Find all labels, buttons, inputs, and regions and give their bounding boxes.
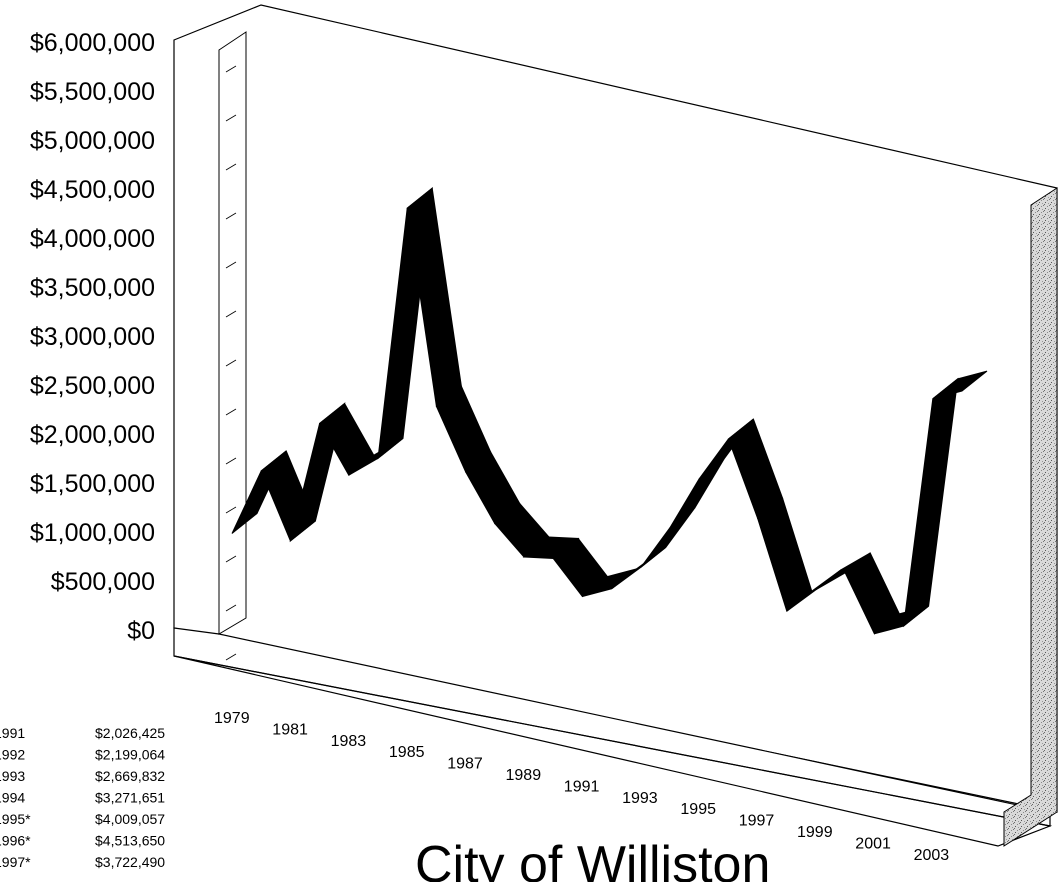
left-pillar bbox=[218, 31, 247, 635]
table-amount: $4,009,057 bbox=[95, 811, 165, 827]
chart-title: City of Williston bbox=[415, 836, 770, 882]
x-tick-label: 1987 bbox=[447, 756, 483, 773]
x-tick-label: 1979 bbox=[214, 710, 250, 727]
y-tick-label: $2,500,000 bbox=[30, 372, 155, 400]
table-year: 1992 bbox=[0, 747, 25, 763]
y-tick-mark bbox=[225, 114, 237, 122]
y-tick-mark bbox=[225, 163, 237, 171]
y-tick-label: $6,000,000 bbox=[30, 29, 155, 57]
x-tick-label: 1993 bbox=[622, 790, 658, 807]
y-tick-mark bbox=[225, 506, 237, 514]
y-tick-mark bbox=[225, 604, 237, 612]
table-amount: $4,513,650 bbox=[95, 833, 165, 849]
y-tick-label: $1,500,000 bbox=[30, 470, 155, 498]
table-amount: $2,669,832 bbox=[95, 768, 165, 784]
y-tick-label: $5,000,000 bbox=[30, 127, 155, 155]
x-tick-label: 1985 bbox=[389, 744, 425, 761]
y-tick-label: $3,500,000 bbox=[30, 274, 155, 302]
y-tick-label: $5,500,000 bbox=[30, 78, 155, 106]
floor-front-edge bbox=[173, 655, 1053, 847]
x-tick-label: 1991 bbox=[564, 778, 600, 795]
y-tick-mark bbox=[225, 457, 237, 465]
y-tick-label: $0 bbox=[127, 617, 155, 645]
x-tick-label: 1997 bbox=[739, 813, 775, 830]
series-ribbon bbox=[231, 187, 988, 635]
table-year: 1994 bbox=[0, 790, 25, 806]
y-tick-label: $1,000,000 bbox=[30, 519, 155, 547]
y-axis: $6,000,000 $5,500,000 $5,000,000 $4,500,000… bbox=[30, 29, 237, 661]
data-table: 1991 $2,026,425 1992 $2,199,064 1993 $2,669,8… bbox=[0, 725, 165, 870]
y-tick-mark bbox=[225, 653, 237, 661]
x-tick-label: 1989 bbox=[506, 767, 542, 784]
table-amount: $3,722,490 bbox=[95, 854, 165, 870]
y-tick-label: $3,000,000 bbox=[30, 323, 155, 351]
y-tick-mark bbox=[225, 212, 237, 220]
series-segment bbox=[932, 370, 988, 400]
y-tick-mark bbox=[225, 359, 237, 367]
y-tick-label: $4,500,000 bbox=[30, 176, 155, 204]
back-wall bbox=[173, 4, 1058, 813]
table-year: 1993 bbox=[0, 768, 25, 784]
right-side-wall bbox=[1003, 187, 1058, 847]
x-tick-label: 2003 bbox=[914, 847, 950, 864]
x-tick-label: 1981 bbox=[272, 721, 308, 738]
table-amount: $2,199,064 bbox=[95, 747, 165, 763]
y-tick-label: $2,000,000 bbox=[30, 421, 155, 449]
y-tick-label: $500,000 bbox=[51, 568, 155, 596]
y-tick-mark bbox=[225, 65, 237, 73]
x-tick-label: 1995 bbox=[680, 801, 716, 818]
table-amount: $3,271,651 bbox=[95, 790, 165, 806]
x-tick-label: 1999 bbox=[797, 824, 833, 841]
table-year: 1997* bbox=[0, 854, 31, 870]
x-tick-label: 1983 bbox=[331, 733, 367, 750]
floor bbox=[173, 627, 1051, 827]
table-year: 1995* bbox=[0, 811, 31, 827]
table-year: 1996* bbox=[0, 833, 31, 849]
x-axis: 1979 1981 1983 1985 1987 1989 1991 1993 1995 1997… bbox=[214, 710, 949, 864]
table-amount: $2,026,425 bbox=[95, 725, 165, 741]
table-year: 1991 bbox=[0, 725, 25, 741]
y-tick-mark bbox=[225, 555, 237, 563]
y-tick-mark bbox=[225, 261, 237, 269]
y-tick-label: $4,000,000 bbox=[30, 225, 155, 253]
y-tick-mark bbox=[225, 310, 237, 318]
x-tick-label: 2001 bbox=[855, 835, 891, 852]
y-tick-mark bbox=[225, 408, 237, 416]
